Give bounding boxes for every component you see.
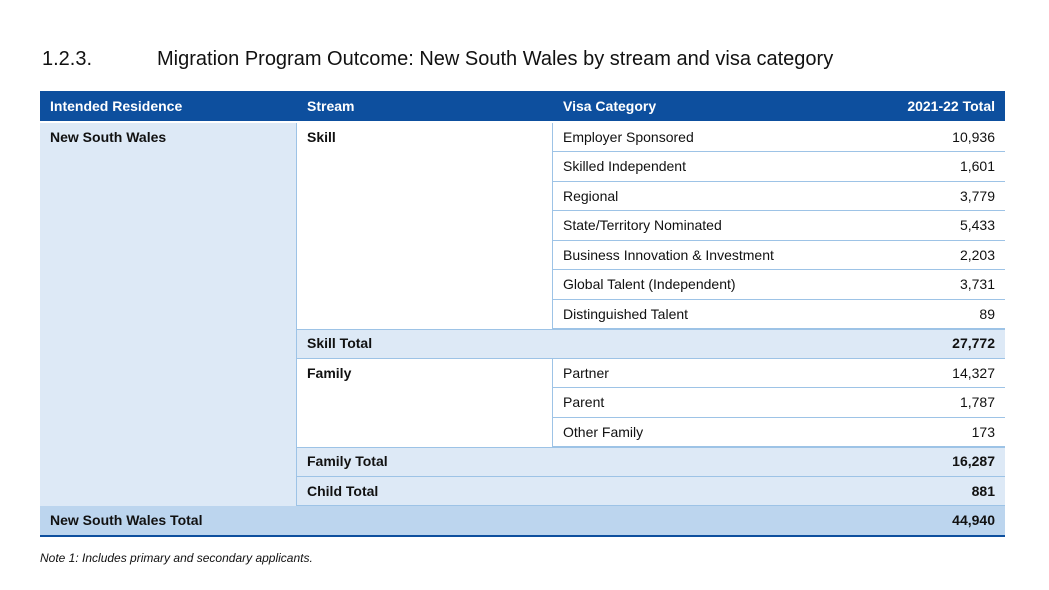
subtotal-row bbox=[297, 329, 1005, 359]
total: 3,779 bbox=[959, 187, 995, 204]
total: 14,327 bbox=[952, 364, 995, 381]
stream: Skill bbox=[307, 128, 336, 145]
visa-category: Other Family bbox=[563, 423, 644, 440]
subtotal: 16,287 bbox=[952, 453, 995, 469]
visa-category: Global Talent (Independent) bbox=[563, 276, 736, 292]
total: 5,433 bbox=[959, 217, 995, 233]
row-line bbox=[553, 211, 1005, 241]
total: 1,601 bbox=[959, 158, 995, 174]
visa-category: Regional bbox=[563, 187, 619, 204]
column-header: Visa Category bbox=[563, 98, 657, 114]
subtotal-label: Skill Total bbox=[307, 335, 373, 351]
row-line bbox=[553, 152, 1005, 182]
row-line bbox=[553, 241, 1005, 270]
column-header: 2021-22 Total bbox=[907, 98, 995, 114]
header-row bbox=[40, 91, 1005, 121]
row-line bbox=[553, 418, 1005, 447]
row-line bbox=[553, 359, 1005, 388]
total: 173 bbox=[971, 423, 995, 440]
visa-category: Partner bbox=[563, 364, 609, 381]
row-line bbox=[553, 270, 1005, 300]
column-header: Intended Residence bbox=[50, 98, 183, 114]
grand-total-label: New South Wales Total bbox=[50, 512, 203, 528]
residence-cell bbox=[40, 122, 297, 506]
subtotal-label: Family Total bbox=[307, 453, 388, 469]
note: Note 1: Includes primary and secondary a… bbox=[40, 551, 313, 565]
visa-category: Parent bbox=[563, 394, 605, 410]
section-number: 1.2.3. bbox=[42, 48, 93, 70]
row-line bbox=[553, 182, 1005, 211]
row-line bbox=[553, 300, 1005, 329]
total: 3,731 bbox=[959, 276, 995, 292]
stream-cell bbox=[297, 358, 553, 447]
grand-total-row bbox=[40, 506, 1005, 537]
column-header: Stream bbox=[307, 98, 355, 114]
stream-cell bbox=[297, 122, 553, 329]
subtotal: 27,772 bbox=[952, 335, 995, 351]
visa-category: State/Territory Nominated bbox=[563, 217, 722, 233]
visa-category: Skilled Independent bbox=[563, 158, 686, 174]
visa-category: Employer Sponsored bbox=[563, 128, 694, 145]
total: 89 bbox=[979, 305, 995, 322]
visa-category: Business Innovation & Investment bbox=[563, 246, 774, 263]
total: 2,203 bbox=[959, 246, 995, 263]
total: 1,787 bbox=[959, 394, 995, 410]
section-title: Migration Program Outcome: New South Wal… bbox=[157, 48, 834, 70]
subtotal: 881 bbox=[971, 482, 995, 499]
residence: New South Wales bbox=[50, 128, 167, 145]
row-line bbox=[553, 123, 1005, 152]
subtotal-row bbox=[297, 476, 1005, 506]
total: 10,936 bbox=[952, 128, 995, 145]
row-line bbox=[553, 388, 1005, 418]
grand-total: 44,940 bbox=[952, 512, 995, 528]
subtotal-label: Child Total bbox=[307, 482, 379, 499]
visa-category: Distinguished Talent bbox=[563, 305, 689, 322]
subtotal-row bbox=[297, 447, 1005, 477]
stream: Family bbox=[307, 364, 352, 381]
